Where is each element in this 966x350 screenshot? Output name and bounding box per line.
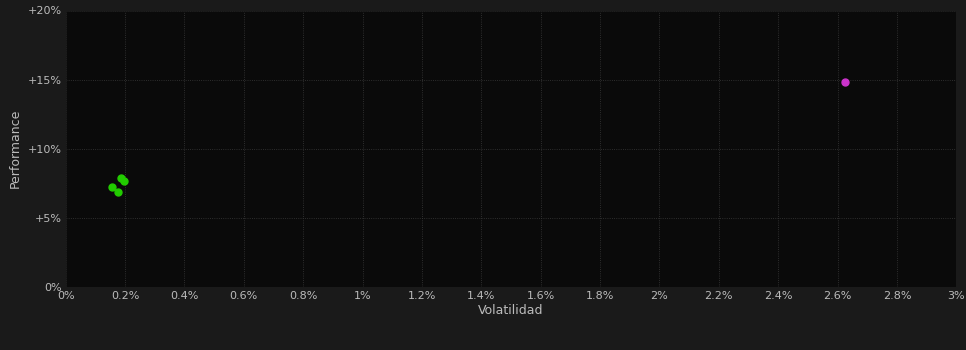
X-axis label: Volatilidad: Volatilidad <box>478 304 544 317</box>
Y-axis label: Performance: Performance <box>9 109 22 188</box>
